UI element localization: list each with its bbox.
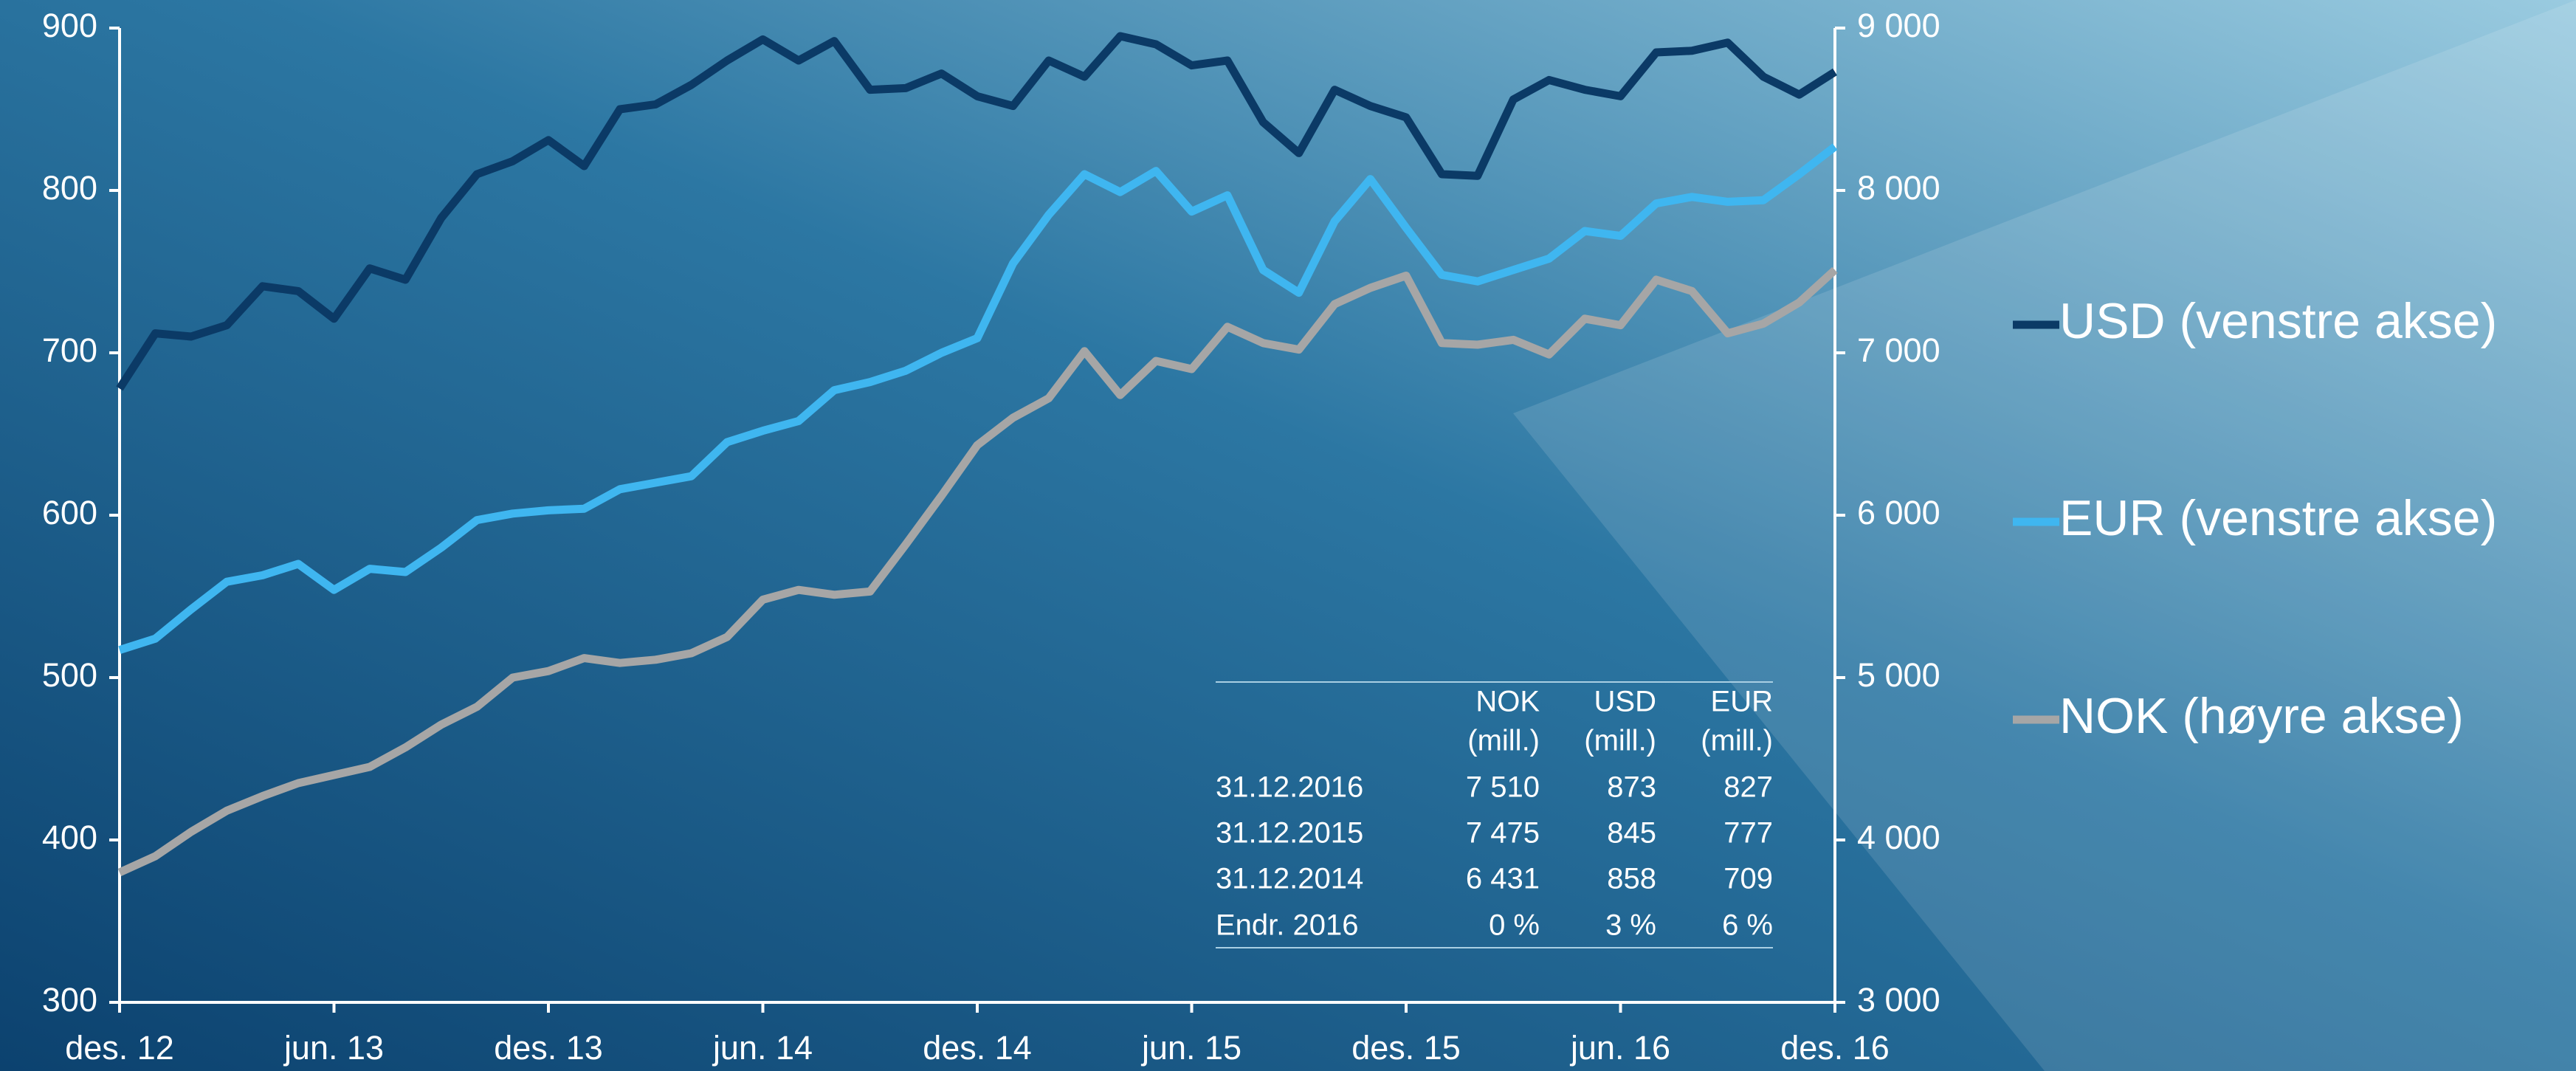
table-header: USD <box>1594 686 1656 718</box>
y-tick-label: 300 <box>42 981 97 1019</box>
y-tick-label: 700 <box>42 331 97 369</box>
table-cell: Endr. 2016 <box>1216 909 1359 942</box>
series-line <box>117 266 1838 877</box>
table-cell: 6 431 <box>1466 863 1540 895</box>
y-tick-label: 600 <box>42 494 97 531</box>
y-tick-label: 900 <box>42 7 97 44</box>
x-tick-label: des. 16 <box>1780 1029 1890 1067</box>
background-wedge <box>1513 0 2576 1071</box>
x-tick-label: jun. 14 <box>712 1029 813 1067</box>
legend-label: NOK (høyre akse) <box>2059 688 2464 744</box>
table-cell: 709 <box>1723 863 1773 895</box>
y2-tick-label: 4 000 <box>1857 819 1940 856</box>
table-header: (mill.) <box>1584 725 1656 757</box>
y2-tick-label: 6 000 <box>1857 494 1940 531</box>
table-cell: 873 <box>1607 771 1656 804</box>
table-cell: 31.12.2015 <box>1216 817 1363 850</box>
table-cell: 827 <box>1723 771 1773 804</box>
y-tick-label: 400 <box>42 819 97 856</box>
y-tick-label: 500 <box>42 656 97 694</box>
x-tick-label: jun. 15 <box>1140 1029 1241 1067</box>
x-tick-label: jun. 16 <box>1569 1029 1670 1067</box>
y2-tick-label: 8 000 <box>1857 169 1940 207</box>
series-line <box>118 143 1838 654</box>
legend-label: USD (venstre akse) <box>2059 293 2497 349</box>
table-cell: 7 510 <box>1466 771 1540 804</box>
x-tick-label: des. 14 <box>923 1029 1032 1067</box>
x-tick-label: des. 13 <box>494 1029 603 1067</box>
table-header: NOK <box>1475 686 1540 718</box>
y2-tick-label: 7 000 <box>1857 331 1940 369</box>
x-tick-label: jun. 13 <box>283 1029 384 1067</box>
legend-label: EUR (venstre akse) <box>2059 490 2497 546</box>
table-cell: 7 475 <box>1466 817 1540 850</box>
table-cell: 777 <box>1723 817 1773 850</box>
x-tick-label: des. 12 <box>65 1029 174 1067</box>
table-cell: 31.12.2016 <box>1216 771 1363 804</box>
x-tick-label: des. 15 <box>1351 1029 1461 1067</box>
y-tick-label: 800 <box>42 169 97 207</box>
table-header: (mill.) <box>1701 725 1773 757</box>
y2-tick-label: 5 000 <box>1857 656 1940 694</box>
table-cell: 845 <box>1607 817 1656 850</box>
table-cell: 31.12.2014 <box>1216 863 1363 895</box>
table-cell: 3 % <box>1605 909 1656 942</box>
table-cell: 858 <box>1607 863 1656 895</box>
table-header: (mill.) <box>1467 725 1540 757</box>
series-line <box>116 32 1837 391</box>
y2-tick-label: 9 000 <box>1857 7 1940 44</box>
table-header: EUR <box>1711 686 1773 718</box>
table-cell: 6 % <box>1722 909 1773 942</box>
table-cell: 0 % <box>1489 909 1540 942</box>
y2-tick-label: 3 000 <box>1857 981 1940 1019</box>
